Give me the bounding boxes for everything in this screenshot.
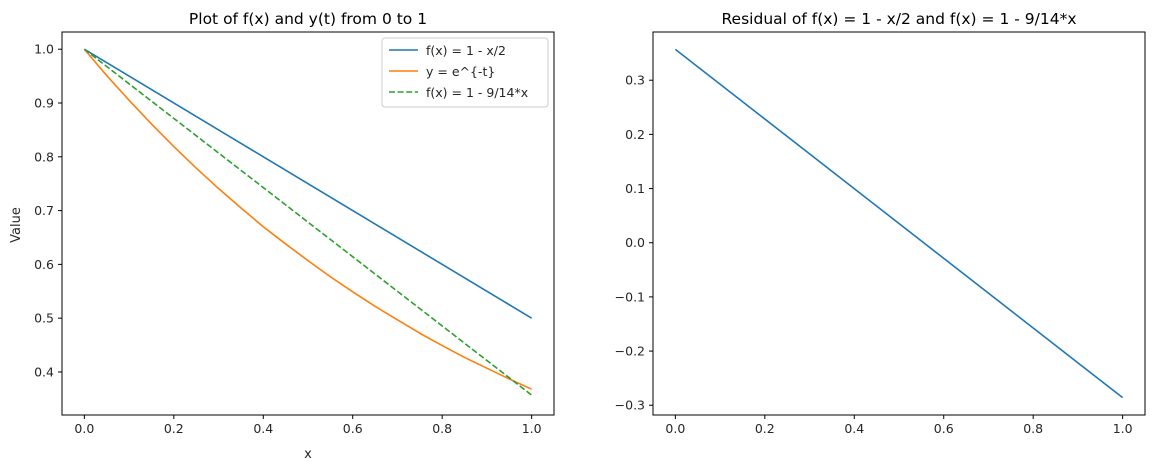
left-plot-title: Plot of f(x) and y(t) from 0 to 1 (189, 10, 427, 28)
series-line-left-0 (83, 48, 533, 319)
right-plot: Residual of f(x) = 1 - x/2 and f(x) = 1 … (615, 10, 1146, 436)
legend-label: f(x) = 1 - 9/14*x (426, 85, 528, 100)
x-tick-label: 0.6 (343, 421, 363, 436)
left-plot-y-ticks: 0.4 0.5 0.6 0.7 0.8 0.9 1.0 (34, 42, 62, 379)
y-tick-label: 0.0 (625, 235, 645, 250)
left-plot-frame (61, 31, 555, 416)
legend: f(x) = 1 - x/2 y = e^{-t} f(x) = 1 - 9/1… (381, 37, 549, 108)
series-line-right-0 (674, 48, 1124, 399)
x-tick-label: 1.0 (522, 421, 542, 436)
left-plot-y-label: Value (9, 207, 24, 243)
y-tick-label: −0.2 (615, 344, 645, 359)
y-tick-label: 0.2 (625, 127, 645, 142)
y-tick-label: 0.1 (625, 181, 645, 196)
x-tick-label: 0.8 (1023, 421, 1043, 436)
y-tick-label: 0.7 (34, 203, 54, 218)
series-line-left-1 (83, 48, 532, 390)
legend-label: y = e^{-t} (426, 64, 495, 79)
x-tick-label: 0.0 (665, 421, 685, 436)
x-tick-label: 0.8 (432, 421, 452, 436)
y-tick-label: 0.4 (34, 364, 54, 379)
right-plot-y-ticks: −0.3 −0.2 −0.1 0.0 0.1 0.2 0.3 (615, 73, 653, 413)
y-tick-label: 0.5 (34, 311, 54, 326)
x-tick-label: 1.0 (1113, 421, 1133, 436)
y-tick-label: −0.3 (615, 398, 645, 413)
x-tick-label: 0.4 (844, 421, 864, 436)
y-tick-label: 0.9 (34, 96, 54, 111)
right-plot-frame (652, 31, 1146, 416)
x-tick-label: 0.2 (755, 421, 775, 436)
right-plot-title: Residual of f(x) = 1 - x/2 and f(x) = 1 … (721, 10, 1076, 28)
left-plot: Plot of f(x) and y(t) from 0 to 1 0.0 0.2… (9, 10, 555, 462)
x-tick-label: 0.0 (74, 421, 94, 436)
right-plot-x-ticks: 0.0 0.2 0.4 0.6 0.8 1.0 (665, 415, 1133, 436)
legend-label: f(x) = 1 - x/2 (426, 43, 506, 58)
left-plot-x-ticks: 0.0 0.2 0.4 0.6 0.8 1.0 (74, 415, 542, 436)
y-tick-label: 0.3 (625, 73, 645, 88)
x-tick-label: 0.6 (934, 421, 954, 436)
y-tick-label: 0.8 (34, 149, 54, 164)
left-plot-lines (83, 48, 533, 396)
y-tick-label: −0.1 (615, 289, 645, 304)
x-tick-label: 0.2 (164, 421, 184, 436)
left-plot-x-label: x (304, 447, 312, 462)
legend-box (381, 37, 549, 108)
y-tick-label: 0.6 (34, 257, 54, 272)
right-plot-lines (674, 48, 1124, 399)
x-tick-label: 0.4 (253, 421, 273, 436)
y-tick-label: 1.0 (34, 42, 54, 57)
